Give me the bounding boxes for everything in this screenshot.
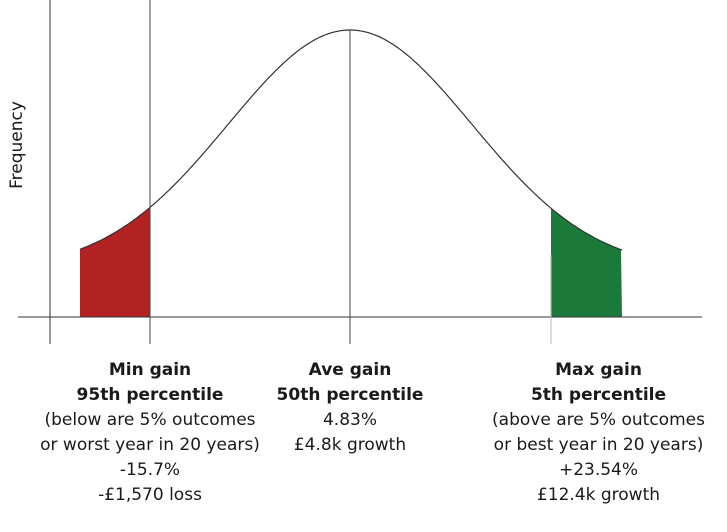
min-gain-percentile: 95th percentile <box>76 385 224 405</box>
max-gain-note-2: or best year in 20 years) <box>493 435 704 455</box>
max-gain-label-block: Max gain 5th percentile (above are 5% ou… <box>470 358 727 508</box>
max-gain-amount: £12.4k growth <box>536 485 661 505</box>
max-gain-percentile: 5th percentile <box>530 385 667 405</box>
ave-gain-percentile: 50th percentile <box>276 385 424 405</box>
min-gain-label-block: Min gain 95th percentile (below are 5% o… <box>0 358 300 508</box>
min-gain-note-1: (below are 5% outcomes <box>44 410 256 430</box>
max-gain-note-1: (above are 5% outcomes <box>492 410 705 430</box>
ave-gain-heading: Ave gain <box>308 360 392 380</box>
min-gain-amount: -£1,570 loss <box>98 485 202 505</box>
min-gain-note-2: or worst year in 20 years) <box>40 435 260 455</box>
bell-curve <box>79 29 623 251</box>
ave-gain-value: 4.83% <box>322 410 377 430</box>
right-tail-shade <box>551 208 622 317</box>
left-tail-shade <box>80 207 150 317</box>
max-gain-heading: Max gain <box>555 360 642 380</box>
ave-gain-amount: £4.8k growth <box>293 435 407 455</box>
y-axis-label: Frequency <box>7 101 27 189</box>
ave-gain-label-block: Ave gain 50th percentile 4.83% £4.8k gro… <box>240 358 460 458</box>
y-axis-label-wrap: Frequency <box>2 80 32 210</box>
max-gain-value: +23.54% <box>558 460 639 480</box>
min-gain-heading: Min gain <box>108 360 192 380</box>
min-gain-value: -15.7% <box>119 460 181 480</box>
